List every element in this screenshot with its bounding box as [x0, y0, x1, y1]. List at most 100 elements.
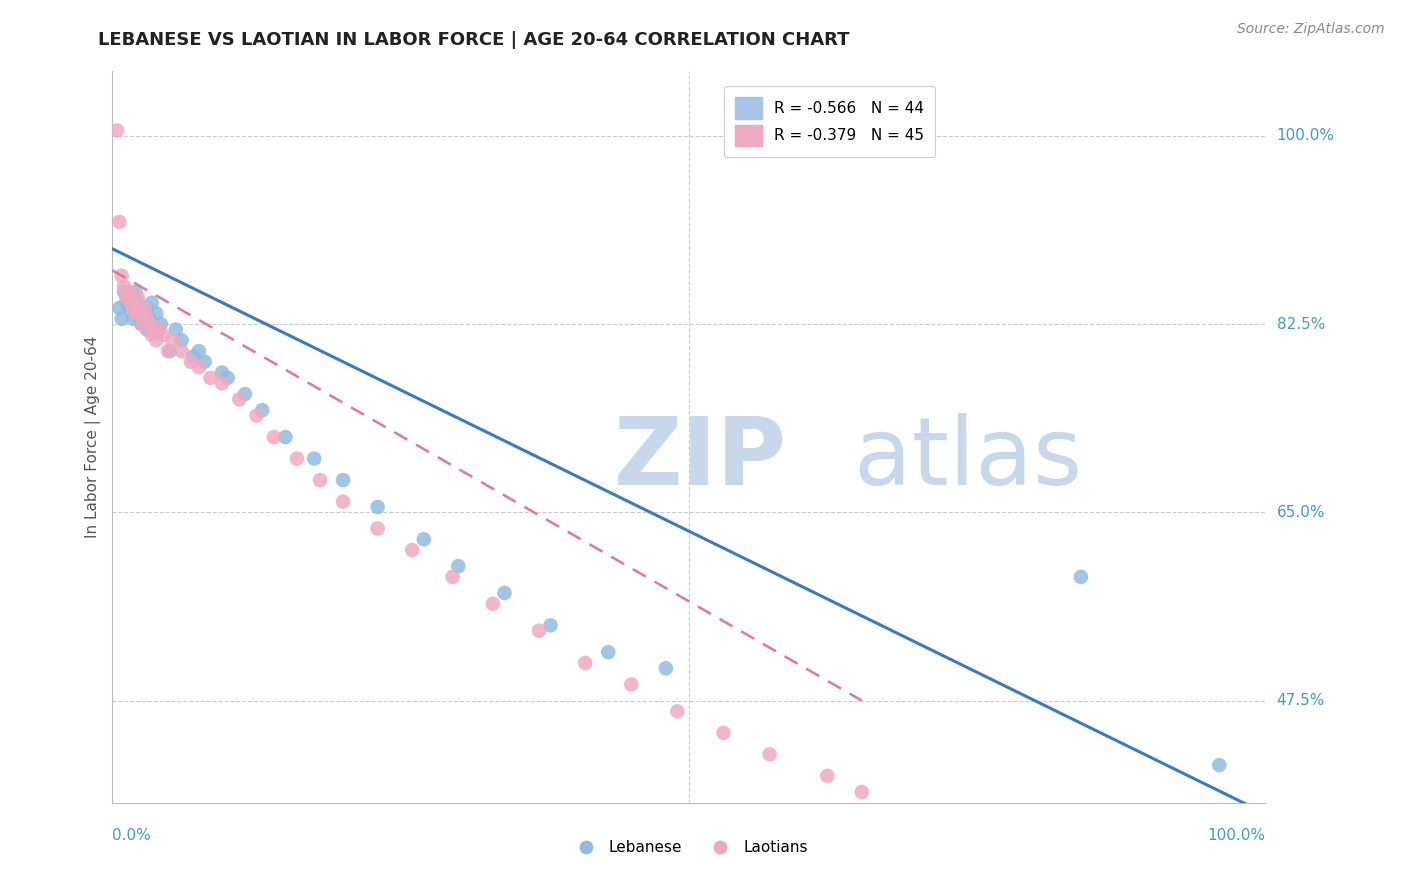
Text: 65.0%: 65.0% [1277, 505, 1324, 520]
Point [124, 306, 146, 320]
Text: atlas: atlas [614, 413, 1083, 505]
Point [200, 371, 222, 385]
Point [815, 769, 838, 783]
Point [145, 306, 167, 320]
Point [233, 387, 256, 401]
Point [263, 430, 285, 444]
Text: 100.0%: 100.0% [1208, 828, 1265, 843]
Point [112, 279, 135, 293]
Point [120, 295, 142, 310]
Point [143, 322, 166, 336]
Point [134, 301, 156, 315]
Point [136, 301, 159, 315]
Point [304, 451, 326, 466]
Point [180, 355, 202, 369]
Point [285, 451, 308, 466]
Point [141, 327, 163, 342]
Point [181, 350, 204, 364]
Point [666, 705, 689, 719]
Point [332, 473, 354, 487]
Point [1070, 570, 1092, 584]
Text: ZIP: ZIP [614, 413, 787, 505]
Point [115, 290, 138, 304]
Y-axis label: In Labor Force | Age 20-64: In Labor Force | Age 20-64 [86, 336, 101, 538]
Point [131, 301, 153, 315]
Point [124, 285, 146, 299]
Text: Source: ZipAtlas.com: Source: ZipAtlas.com [1237, 22, 1385, 37]
Point [162, 333, 184, 347]
Point [367, 500, 389, 514]
Point [117, 285, 139, 299]
Text: 0.0%: 0.0% [112, 828, 152, 843]
Point [111, 268, 134, 283]
Point [111, 311, 134, 326]
Point [252, 403, 274, 417]
Point [143, 322, 166, 336]
Point [152, 327, 174, 342]
Point [194, 355, 217, 369]
Point [598, 645, 620, 659]
Point [165, 322, 187, 336]
Point [149, 317, 172, 331]
Point [122, 311, 145, 326]
Point [138, 317, 160, 331]
Point [148, 322, 170, 336]
Point [713, 726, 735, 740]
Point [129, 317, 153, 331]
Text: 100.0%: 100.0% [1277, 128, 1334, 144]
Point [620, 677, 643, 691]
Point [211, 366, 233, 380]
Point [246, 409, 269, 423]
Point [494, 586, 516, 600]
Point [188, 344, 211, 359]
Point [105, 123, 128, 137]
Point [1208, 758, 1230, 772]
Point [447, 559, 470, 574]
Point [170, 333, 193, 347]
Point [758, 747, 780, 762]
Point [124, 306, 146, 320]
Point [148, 322, 170, 336]
Point [217, 371, 239, 385]
Point [159, 344, 181, 359]
Point [309, 473, 332, 487]
Point [112, 285, 135, 299]
Point [655, 661, 678, 675]
Text: 82.5%: 82.5% [1277, 317, 1324, 332]
Point [367, 521, 389, 535]
Point [131, 317, 153, 331]
Point [851, 785, 873, 799]
Point [108, 301, 131, 315]
Point [145, 333, 167, 347]
Point [211, 376, 233, 391]
Point [228, 392, 250, 407]
Point [115, 295, 138, 310]
Point [188, 360, 211, 375]
Point [574, 656, 596, 670]
Point [441, 570, 464, 584]
Point [482, 597, 505, 611]
Point [401, 543, 423, 558]
Point [129, 311, 152, 326]
Point [274, 430, 297, 444]
Point [412, 533, 434, 547]
Point [141, 295, 163, 310]
Point [127, 295, 149, 310]
Point [527, 624, 550, 638]
Legend: Lebanese, Laotians: Lebanese, Laotians [564, 834, 814, 861]
Point [136, 322, 159, 336]
Point [540, 618, 562, 632]
Point [122, 301, 145, 315]
Point [138, 311, 160, 326]
Point [136, 311, 159, 326]
Point [108, 215, 131, 229]
Point [120, 290, 142, 304]
Text: LEBANESE VS LAOTIAN IN LABOR FORCE | AGE 20-64 CORRELATION CHART: LEBANESE VS LAOTIAN IN LABOR FORCE | AGE… [98, 31, 849, 49]
Point [170, 344, 193, 359]
Point [118, 301, 141, 315]
Point [129, 306, 152, 320]
Point [134, 311, 156, 326]
Point [332, 494, 354, 508]
Point [156, 344, 179, 359]
Point [127, 290, 149, 304]
